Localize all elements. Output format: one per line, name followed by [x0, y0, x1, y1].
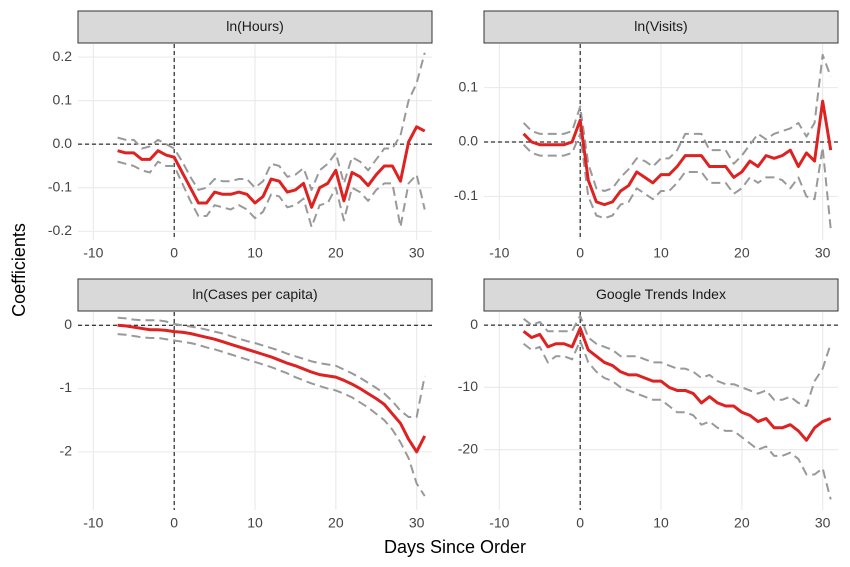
ci-line [117, 160, 426, 228]
ci-line [117, 52, 426, 191]
x-tick-label: 10 [247, 515, 263, 531]
estimate-line [117, 323, 427, 454]
x-tick-label: -10 [83, 245, 103, 261]
panel-title: ln(Hours) [226, 18, 284, 34]
ci-line [117, 333, 426, 497]
x-tick-label: -10 [83, 515, 103, 531]
y-axis-title: Coefficients [9, 223, 29, 317]
x-tick-label: 30 [409, 245, 425, 261]
strip [77, 10, 433, 44]
ci-line [522, 339, 832, 500]
strip [77, 278, 433, 312]
estimate-line [522, 99, 833, 207]
ci-line [522, 132, 832, 230]
estimate-line [522, 326, 832, 442]
x-tick-label: 20 [734, 515, 750, 531]
x-tick-label: 30 [409, 515, 425, 531]
y-tick-label: -2 [60, 443, 73, 459]
x-tick-label: 30 [815, 515, 831, 531]
y-tick-label: -1 [60, 379, 73, 395]
x-tick-label: 0 [576, 515, 584, 531]
ci-line [522, 314, 832, 408]
y-tick-label: -10 [458, 378, 478, 394]
x-tick-label: 10 [653, 245, 669, 261]
x-tick-label: -10 [489, 245, 509, 261]
panel-title: ln(Visits) [634, 18, 687, 34]
panel-title: Google Trends Index [596, 286, 726, 302]
y-tick-label: 0.1 [459, 78, 479, 94]
panel-title: ln(Cases per capita) [192, 286, 317, 302]
y-tick-label: 0 [470, 316, 478, 332]
x-tick-label: 20 [328, 515, 344, 531]
y-tick-label: 0.0 [459, 133, 479, 149]
x-tick-label: 0 [576, 245, 584, 261]
strip [483, 10, 839, 44]
y-tick-label: 0.0 [53, 135, 73, 151]
x-tick-label: 20 [734, 245, 750, 261]
ci-line [117, 316, 426, 419]
x-tick-label: 10 [653, 515, 669, 531]
ci-line [522, 53, 832, 192]
y-tick-label: -0.1 [48, 178, 72, 194]
estimate-line [117, 125, 426, 209]
x-tick-label: 0 [170, 245, 178, 261]
x-tick-label: 10 [247, 245, 263, 261]
y-tick-label: -0.1 [454, 187, 478, 203]
y-tick-label: 0.2 [53, 48, 73, 64]
x-tick-label: -10 [489, 515, 509, 531]
x-tick-label: 20 [328, 245, 344, 261]
y-tick-label: -0.2 [48, 222, 72, 238]
strip [483, 278, 839, 312]
x-tick-label: 30 [815, 245, 831, 261]
y-tick-label: -20 [458, 440, 478, 456]
x-tick-label: 0 [170, 515, 178, 531]
y-tick-label: 0.1 [53, 91, 73, 107]
y-tick-label: 0 [64, 316, 72, 332]
x-axis-title: Days Since Order [384, 537, 526, 557]
